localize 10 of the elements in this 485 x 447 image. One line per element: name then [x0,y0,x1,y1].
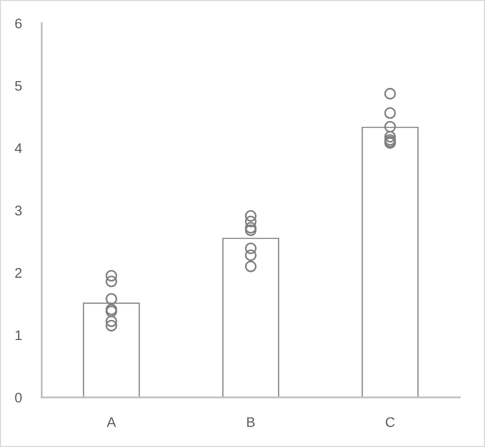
y-tick-label: 0 [15,392,22,403]
y-tick-label: 4 [14,143,22,153]
y-tick-label: 1 [16,330,22,340]
x-tick-label: A [106,417,116,427]
x-tick-label: B [247,417,255,427]
y-tick-label: 6 [15,18,22,28]
y-tick-label: 5 [15,81,22,91]
x-tick-label: C [386,417,395,428]
y-tick-label: 3 [15,206,22,216]
y-tick-label: 2 [15,268,22,278]
